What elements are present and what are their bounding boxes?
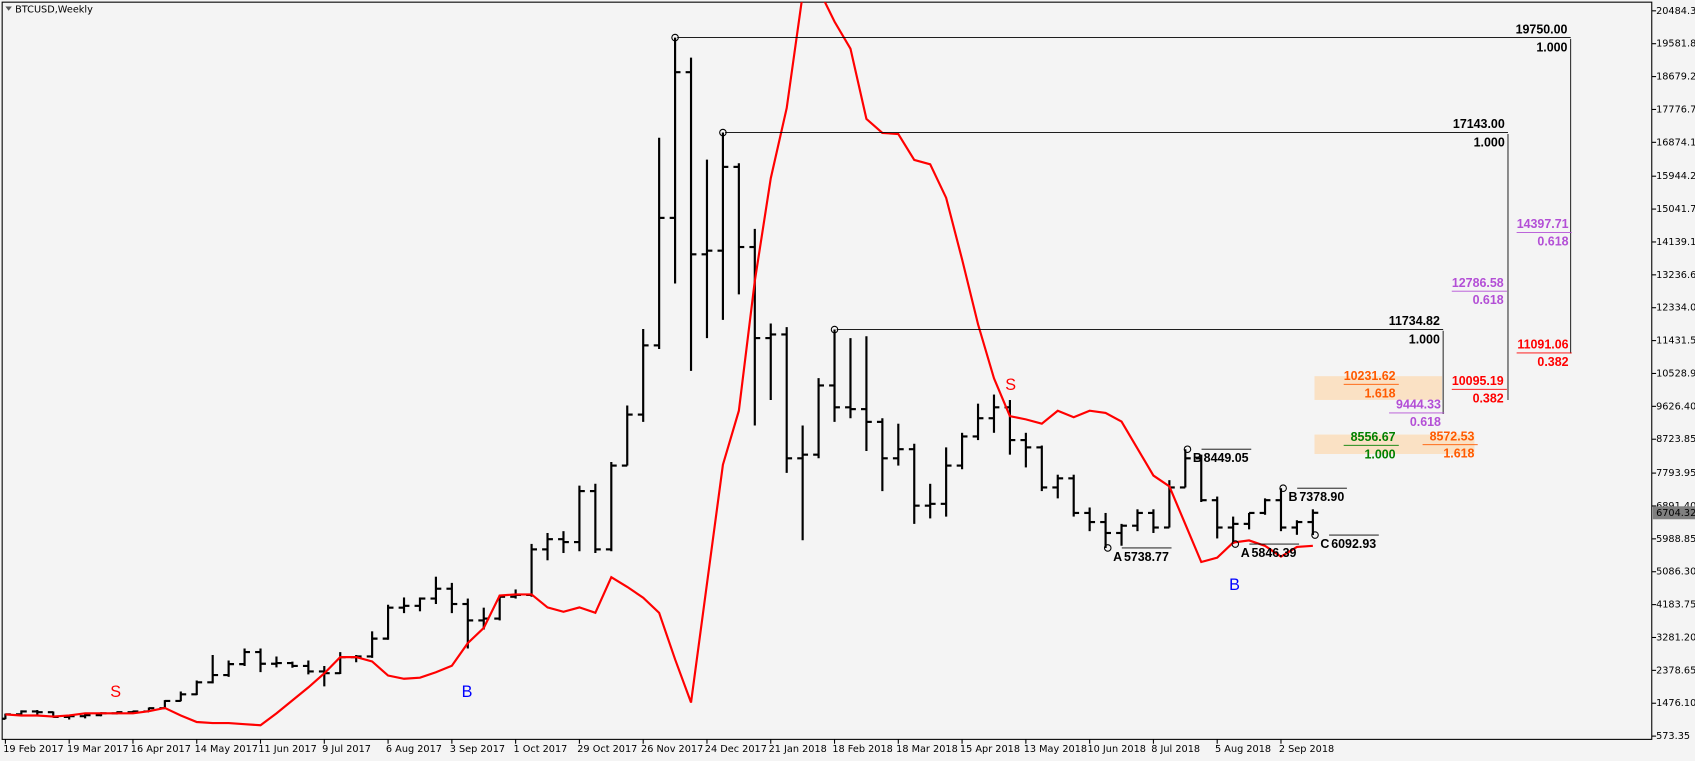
- y-tick-label: 1476.10: [1656, 698, 1695, 709]
- wave-price: 8449.05: [1204, 451, 1249, 465]
- y-tick-label: 7793.95: [1656, 468, 1695, 479]
- y-tick-label: 20484.35: [1656, 6, 1695, 17]
- signal-label: S: [1005, 376, 1016, 394]
- y-tick-label: 573.35: [1656, 731, 1690, 742]
- y-tick-label: 5086.30: [1656, 567, 1695, 578]
- y-tick-label: 15944.25: [1656, 171, 1695, 182]
- projection-ratio: 0.382: [1537, 355, 1568, 369]
- projection-ratio: 0.618: [1537, 235, 1568, 249]
- x-tick-label: 2 Sep 2018: [1279, 744, 1334, 755]
- y-tick-label: 12334.05: [1656, 303, 1695, 314]
- x-tick-label: 5 Aug 2018: [1215, 744, 1271, 755]
- zone-box: [1314, 376, 1443, 400]
- indicator-line: [5, 2, 1313, 727]
- plot-layer: [2, 2, 1319, 727]
- x-tick-label: 24 Dec 2017: [705, 744, 767, 755]
- wave-price: 5738.77: [1124, 550, 1169, 564]
- signal-label: S: [110, 683, 121, 701]
- y-tick-label: 19581.80: [1656, 39, 1695, 50]
- x-tick-label: 13 May 2018: [1024, 744, 1087, 755]
- level-price: 17143.00: [1453, 117, 1505, 131]
- wave-letter: C: [1320, 537, 1329, 551]
- x-tick-label: 10 Jun 2018: [1087, 744, 1145, 755]
- x-tick-label: 19 Feb 2017: [3, 744, 64, 755]
- projection-ratio: 1.618: [1443, 447, 1474, 461]
- y-tick-label: 5988.85: [1656, 534, 1695, 545]
- projection-ratio: 0.382: [1473, 391, 1504, 405]
- y-tick-label: 16874.15: [1656, 137, 1695, 148]
- x-tick-label: 9 Jul 2017: [322, 744, 371, 755]
- x-tick-label: 6 Aug 2017: [386, 744, 442, 755]
- swing-point: [719, 128, 727, 137]
- projection-price: 9444.33: [1396, 398, 1441, 412]
- wave-point: [1103, 544, 1112, 552]
- wave-price: 5846.39: [1252, 546, 1297, 560]
- y-tick-label: 15041.70: [1656, 204, 1695, 215]
- level-price: 11734.82: [1389, 314, 1440, 328]
- x-tick-label: 21 Jan 2018: [769, 744, 827, 755]
- wave-point: [1231, 540, 1240, 548]
- x-tick-label: 29 Oct 2017: [577, 744, 637, 755]
- plot-area: [1, 1, 1653, 740]
- x-tick-label: 16 Apr 2017: [131, 744, 191, 755]
- wave-point: [1279, 484, 1287, 493]
- wave-letter: B: [1193, 451, 1202, 465]
- x-tick-label: 26 Nov 2017: [641, 744, 703, 755]
- x-tick-label: 1 Oct 2017: [513, 744, 567, 755]
- level-ratio: 1.000: [1474, 136, 1505, 150]
- y-tick-label: 4183.75: [1656, 600, 1695, 611]
- projection-price: 12786.58: [1452, 276, 1504, 290]
- y-tick-label: 18679.25: [1656, 72, 1695, 83]
- chart-title: BTCUSD,Weekly: [15, 5, 93, 16]
- wave-price: 6092.93: [1331, 537, 1376, 551]
- projection-price: 10095.19: [1452, 374, 1504, 388]
- y-tick-label: 9626.40: [1656, 401, 1695, 412]
- x-tick-label: 19 Mar 2017: [67, 744, 129, 755]
- swing-point: [830, 325, 839, 334]
- x-tick-label: 15 Apr 2018: [960, 744, 1020, 755]
- y-tick-label: 11431.50: [1656, 336, 1695, 347]
- projection-ratio: 0.618: [1410, 415, 1441, 429]
- signal-label: B: [1229, 576, 1240, 594]
- wave-price: 7378.90: [1299, 490, 1344, 504]
- swing-point: [671, 33, 679, 42]
- y-tick-label: 2378.65: [1656, 665, 1695, 676]
- projection-price: 14397.71: [1517, 217, 1569, 231]
- price-tag-label: 6704.32: [1656, 508, 1695, 519]
- y-tick-label: 17776.70: [1656, 104, 1695, 115]
- y-tick-label: 8723.85: [1656, 434, 1695, 445]
- projection-ratio: 0.618: [1473, 293, 1504, 307]
- y-tick-label: 10528.95: [1656, 368, 1695, 379]
- wave-letter: A: [1113, 550, 1122, 564]
- zone-box: [1314, 434, 1475, 455]
- y-tick-label: 3281.20: [1656, 632, 1695, 643]
- wave-letter: B: [1289, 490, 1298, 504]
- wave-point: [1311, 531, 1319, 539]
- x-tick-label: 3 Sep 2017: [450, 744, 505, 755]
- projection-ratio: 1.000: [1364, 447, 1395, 461]
- x-tick-label: 14 May 2017: [195, 744, 258, 755]
- price-tag: [1652, 506, 1695, 520]
- wave-letter: A: [1241, 546, 1250, 560]
- level-ratio: 1.000: [1536, 41, 1567, 55]
- y-tick-label: 14139.15: [1656, 237, 1695, 248]
- level-ratio: 1.000: [1409, 333, 1440, 347]
- x-tick-label: 18 Feb 2018: [832, 744, 893, 755]
- x-tick-label: 18 Mar 2018: [896, 744, 958, 755]
- y-tick-label: 13236.60: [1656, 270, 1695, 281]
- x-tick-label: 11 Jun 2017: [258, 744, 316, 755]
- wave-point: [1183, 445, 1192, 454]
- signal-label: B: [462, 683, 473, 701]
- projection-price: 8556.67: [1351, 430, 1396, 444]
- projection-price: 8572.53: [1430, 429, 1475, 443]
- projection-price: 11091.06: [1517, 338, 1568, 352]
- level-price: 19750.00: [1516, 22, 1568, 36]
- x-tick-label: 8 Jul 2018: [1151, 744, 1200, 755]
- projection-ratio: 1.618: [1364, 386, 1395, 400]
- menu-arrow: [5, 6, 12, 11]
- projection-price: 10231.62: [1344, 369, 1396, 383]
